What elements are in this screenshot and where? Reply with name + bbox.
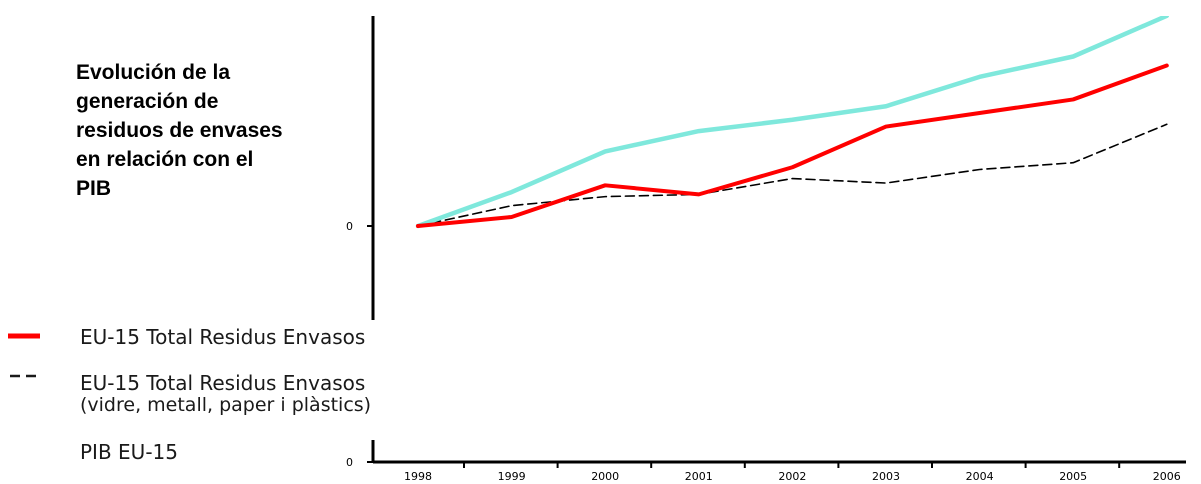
chart-title-line: en relación con el: [76, 148, 254, 171]
legend-swatches: [8, 333, 40, 378]
chart-title-line: Evolución de la: [76, 61, 231, 84]
x-tick-label: 2000: [591, 470, 619, 483]
series-line-0: [416, 63, 1169, 228]
legend-sublabel: (vidre, metall, paper i plàstics): [80, 394, 372, 416]
chart-title-line: PIB: [76, 177, 112, 200]
x-tick-label: 2001: [685, 470, 713, 483]
legend-label: EU-15 Total Residus Envasos: [80, 325, 366, 349]
chart-title-line: generación de: [76, 90, 219, 113]
x-tick-label: 2004: [966, 470, 994, 483]
x-tick-label: 1999: [498, 470, 526, 483]
legend-item-dashed: EU-15 Total Residus Envasos (vidre, meta…: [80, 372, 371, 416]
x-tick-label: 1998: [404, 470, 432, 483]
x-tick-label: 2006: [1153, 470, 1181, 483]
legend-item-red: EU-15 Total Residus Envasos: [80, 326, 365, 348]
chart-title: Evolución de la generación de residuos d…: [76, 58, 336, 203]
legend-label: PIB EU-15: [80, 440, 178, 464]
legend-label: EU-15 Total Residus Envasos: [80, 371, 366, 395]
x-tick-label: 2005: [1059, 470, 1087, 483]
legend-item-cyan: PIB EU-15: [80, 441, 178, 463]
legend: EU-15 Total Residus Envasos EU-15 Total …: [0, 320, 1201, 463]
x-tick-label: 2002: [778, 470, 806, 483]
y-tick-label: 0: [346, 220, 353, 233]
chart-title-line: residuos de envases: [76, 119, 283, 142]
series-line-2: [415, 16, 1170, 229]
x-tick-label: 2003: [872, 470, 900, 483]
y-tick-label: 0: [346, 456, 353, 469]
